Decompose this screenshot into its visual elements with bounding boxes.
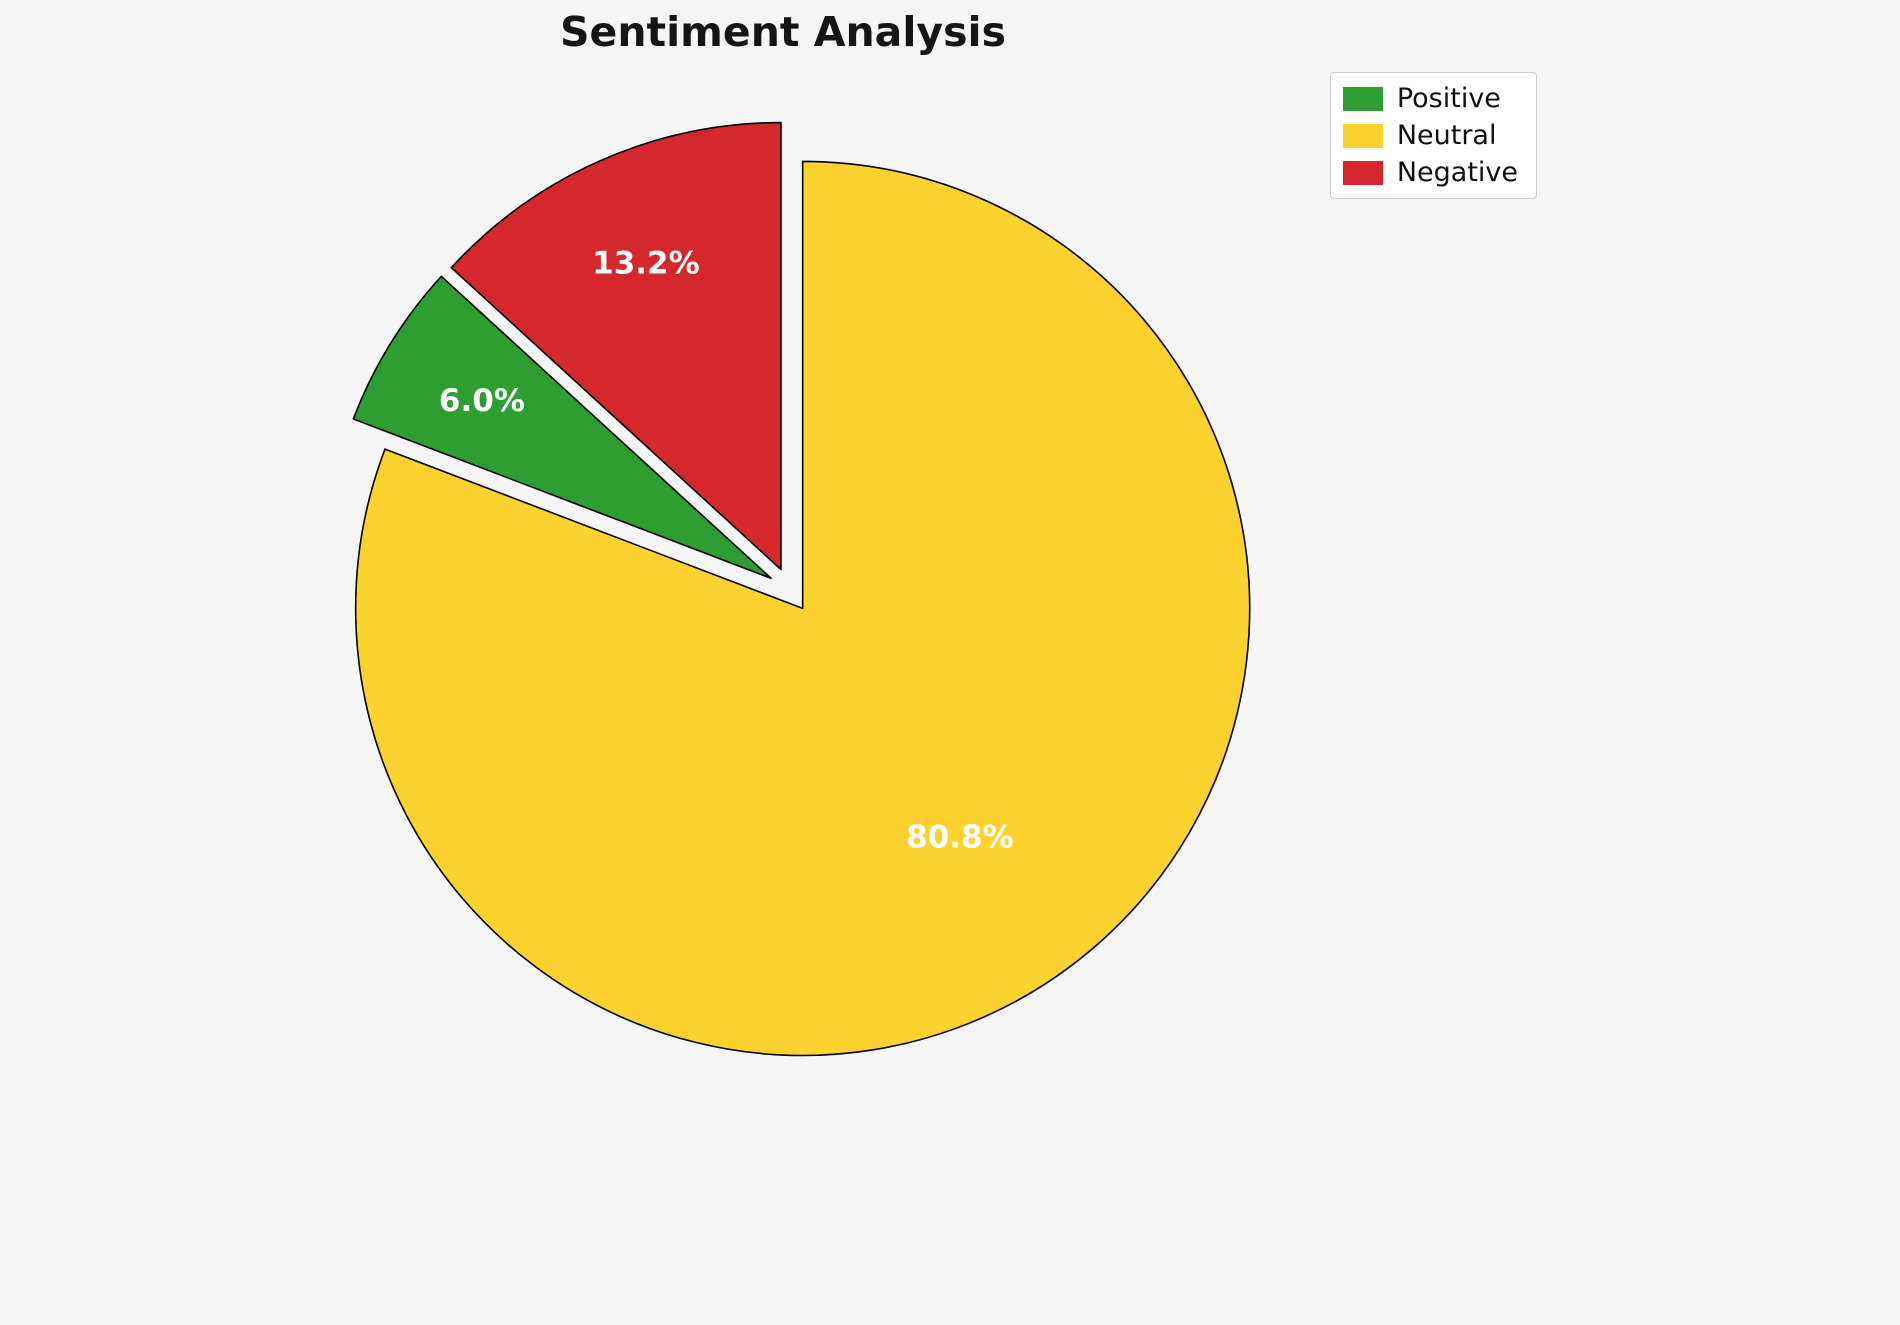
pie-slice-neutral — [354, 160, 1251, 1057]
slice-percentage-label-neutral: 80.8% — [906, 819, 1014, 855]
slice-percentage-label-negative: 13.2% — [592, 246, 700, 282]
legend-swatch-negative-icon — [1342, 160, 1383, 185]
legend-label-negative: Negative — [1396, 157, 1518, 188]
legend-label-positive: Positive — [1396, 83, 1501, 114]
legend-swatch-neutral-icon — [1342, 123, 1383, 148]
legend: Positive Neutral Negative — [1329, 72, 1537, 199]
legend-label-neutral: Neutral — [1396, 120, 1497, 151]
pie-slice-negative — [450, 121, 782, 571]
slice-percentage-label-positive: 6.0% — [439, 383, 525, 419]
legend-item-neutral: Neutral — [1342, 120, 1518, 151]
legend-item-positive: Positive — [1342, 83, 1518, 114]
pie-slice-positive — [352, 275, 772, 580]
legend-swatch-positive-icon — [1342, 86, 1383, 111]
legend-item-negative: Negative — [1342, 157, 1518, 188]
chart-title: Sentiment Analysis — [560, 8, 1006, 56]
